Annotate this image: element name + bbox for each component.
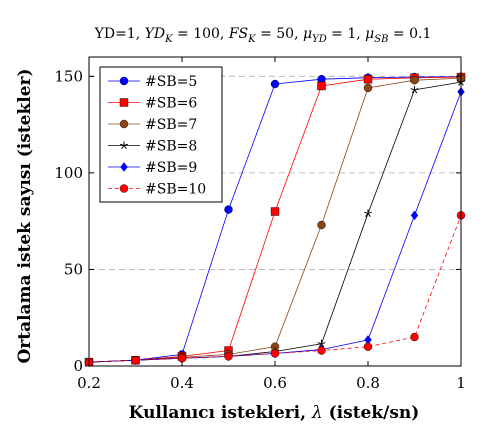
y-tick-label: 50 <box>64 260 83 278</box>
series-6 <box>84 211 466 367</box>
x-tick-label: 0.6 <box>263 374 287 392</box>
y-axis-title: Ortalama istek sayısı (istekler) <box>15 68 35 363</box>
data-point <box>131 356 140 365</box>
data-point <box>410 75 419 85</box>
data-point <box>410 85 419 94</box>
data-point <box>270 207 280 216</box>
legend-label: #SB=9 <box>145 160 197 176</box>
x-tick-label: 1 <box>456 374 466 392</box>
y-tick-label: 150 <box>54 67 83 85</box>
data-point <box>317 346 326 355</box>
data-point <box>363 75 373 84</box>
legend-marker <box>119 184 129 193</box>
legend-entry: #SB=9 <box>108 160 197 176</box>
legend-marker <box>120 162 128 172</box>
data-point <box>317 81 326 91</box>
legend-label: #SB=5 <box>145 74 197 90</box>
x-tick-label: 0.4 <box>170 374 194 392</box>
legend-marker <box>119 76 129 86</box>
tick-labels: 0.2 0.4 0.6 0.8 1 0 50 100 150 <box>54 67 465 392</box>
series-line <box>88 215 462 363</box>
legend-entry: #SB=10 <box>108 182 206 198</box>
data-point <box>270 79 280 89</box>
data-point <box>270 349 280 358</box>
legend-label: #SB=8 <box>145 139 197 155</box>
legend-entry: #SB=8 <box>108 139 197 155</box>
x-axis-title: Kullanıcı istekleri, λ (istek/sn) <box>129 403 420 423</box>
data-point <box>224 205 233 214</box>
legend-marker <box>119 119 129 129</box>
y-tick-label: 100 <box>54 164 83 182</box>
legend-box <box>99 66 223 203</box>
chart-title: YD=1, YDK = 100, FSK = 50, μYD = 1, μSB … <box>94 26 432 45</box>
data-point <box>317 339 326 348</box>
legend-entry: #SB=6 <box>108 96 197 112</box>
x-tick-label: 0.2 <box>77 374 101 392</box>
legend-entry: #SB=7 <box>108 117 197 133</box>
legend-marker <box>119 98 129 107</box>
legend-label: #SB=6 <box>145 96 197 112</box>
axes <box>88 56 462 367</box>
data-point <box>363 342 373 351</box>
legend-label: #SB=10 <box>145 182 206 198</box>
legend-entry: #SB=5 <box>108 74 197 90</box>
data-point <box>224 352 233 361</box>
data-point <box>410 210 419 221</box>
legend: #SB=5 #SB=6 #SB=7 #SB=8 #SB=9 #SB=10 <box>99 66 223 203</box>
data-point <box>317 220 326 230</box>
legend-label: #SB=7 <box>145 117 197 133</box>
y-tick-label: 0 <box>73 357 83 375</box>
x-tick-label: 0.8 <box>356 374 380 392</box>
data-point <box>364 209 372 217</box>
data-point <box>363 83 373 93</box>
legend-marker <box>120 141 128 150</box>
data-point <box>410 332 419 342</box>
